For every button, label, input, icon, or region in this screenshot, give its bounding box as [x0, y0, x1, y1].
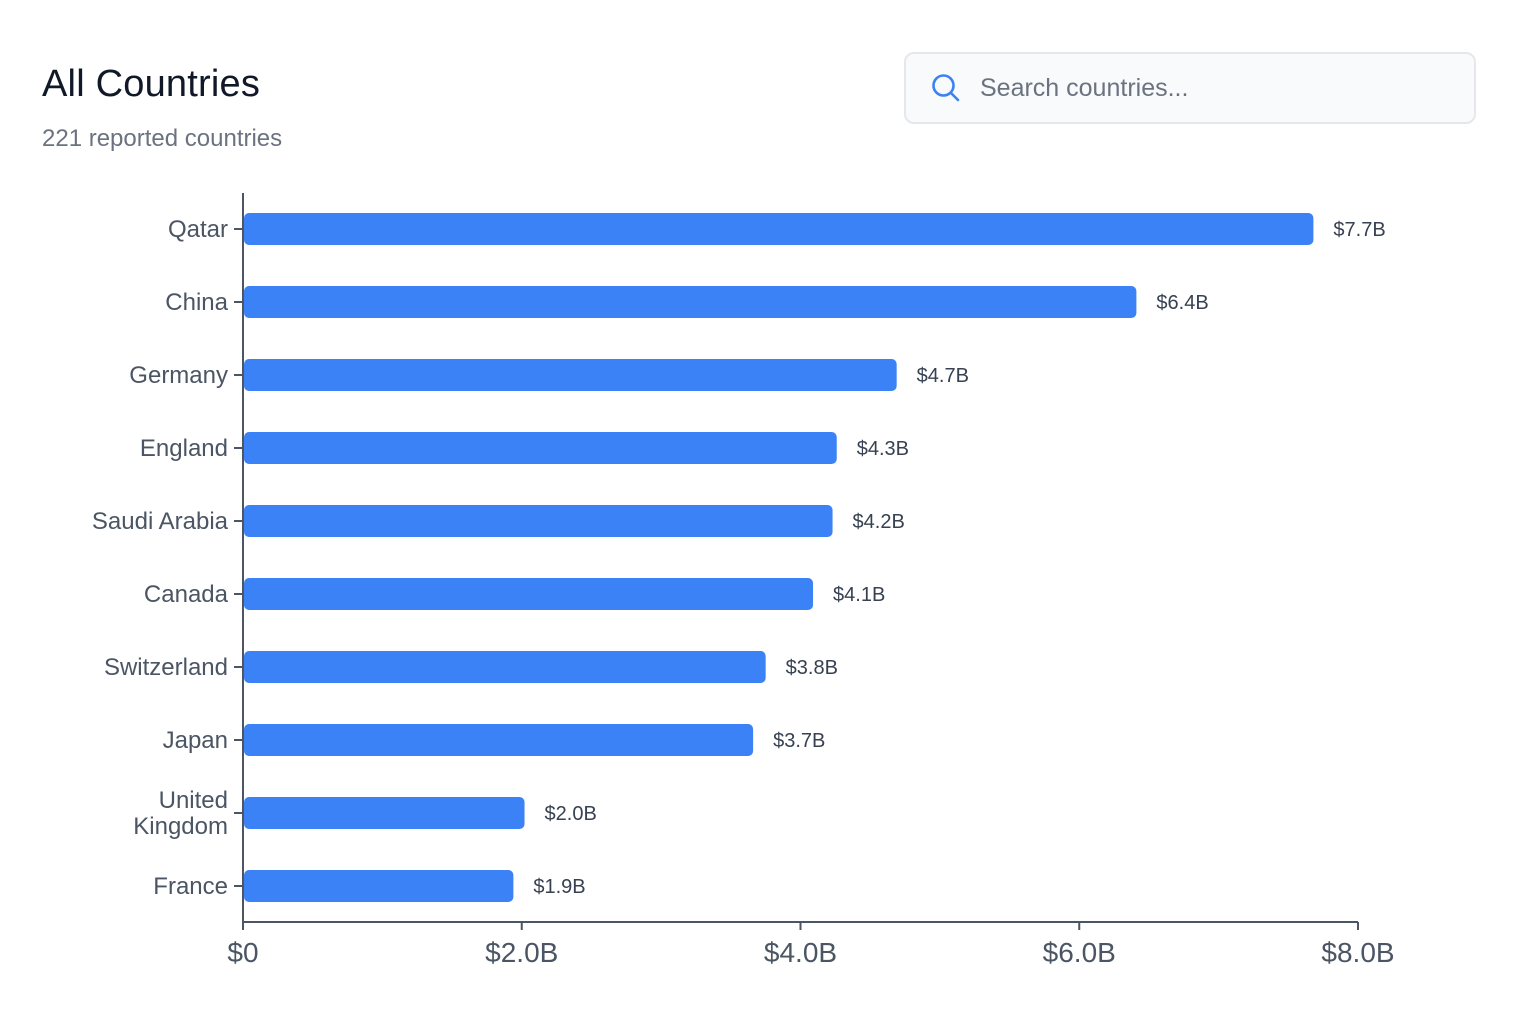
bar	[244, 432, 837, 464]
category-label: Germany	[129, 362, 228, 389]
bar	[244, 797, 525, 829]
category-label: Switzerland	[104, 654, 228, 681]
bar	[244, 870, 514, 902]
category-label: Japan	[163, 727, 228, 754]
bar-value-label: $6.4B	[1156, 292, 1208, 314]
category-label: Qatar	[168, 216, 228, 243]
category-label: England	[140, 435, 228, 462]
x-tick-label: $8.0B	[1321, 937, 1394, 968]
bar-value-label: $4.2B	[853, 511, 905, 533]
search-icon	[930, 72, 962, 104]
bar-value-label: $3.8B	[786, 657, 838, 679]
bar	[244, 578, 814, 610]
bar	[244, 505, 833, 537]
bar-value-label: $1.9B	[533, 876, 585, 898]
search-input[interactable]	[980, 73, 1440, 103]
x-tick-label: $6.0B	[1043, 937, 1116, 968]
bar-value-label: $4.3B	[857, 438, 909, 460]
bar-value-label: $4.7B	[917, 365, 969, 387]
bar	[244, 213, 1314, 245]
category-label: Canada	[144, 581, 229, 608]
bar-value-label: $7.7B	[1333, 219, 1385, 241]
x-tick-label: $2.0B	[485, 937, 558, 968]
category-label: China	[165, 289, 228, 316]
bar-value-label: $3.7B	[773, 730, 825, 752]
x-tick-label: $4.0B	[764, 937, 837, 968]
x-tick-label: $0	[227, 937, 258, 968]
bar-value-label: $4.1B	[833, 584, 885, 606]
bar	[244, 286, 1137, 318]
bar-value-label: $2.0B	[545, 803, 597, 825]
search-box[interactable]	[904, 52, 1476, 124]
page-title: All Countries	[42, 63, 261, 105]
country-count: 221 reported countries	[42, 125, 283, 152]
category-label: Saudi Arabia	[92, 508, 229, 535]
category-label: United Kingdom	[133, 787, 228, 840]
bar	[244, 651, 766, 683]
bar	[244, 724, 754, 756]
category-label: France	[153, 873, 228, 900]
bar	[244, 359, 897, 391]
